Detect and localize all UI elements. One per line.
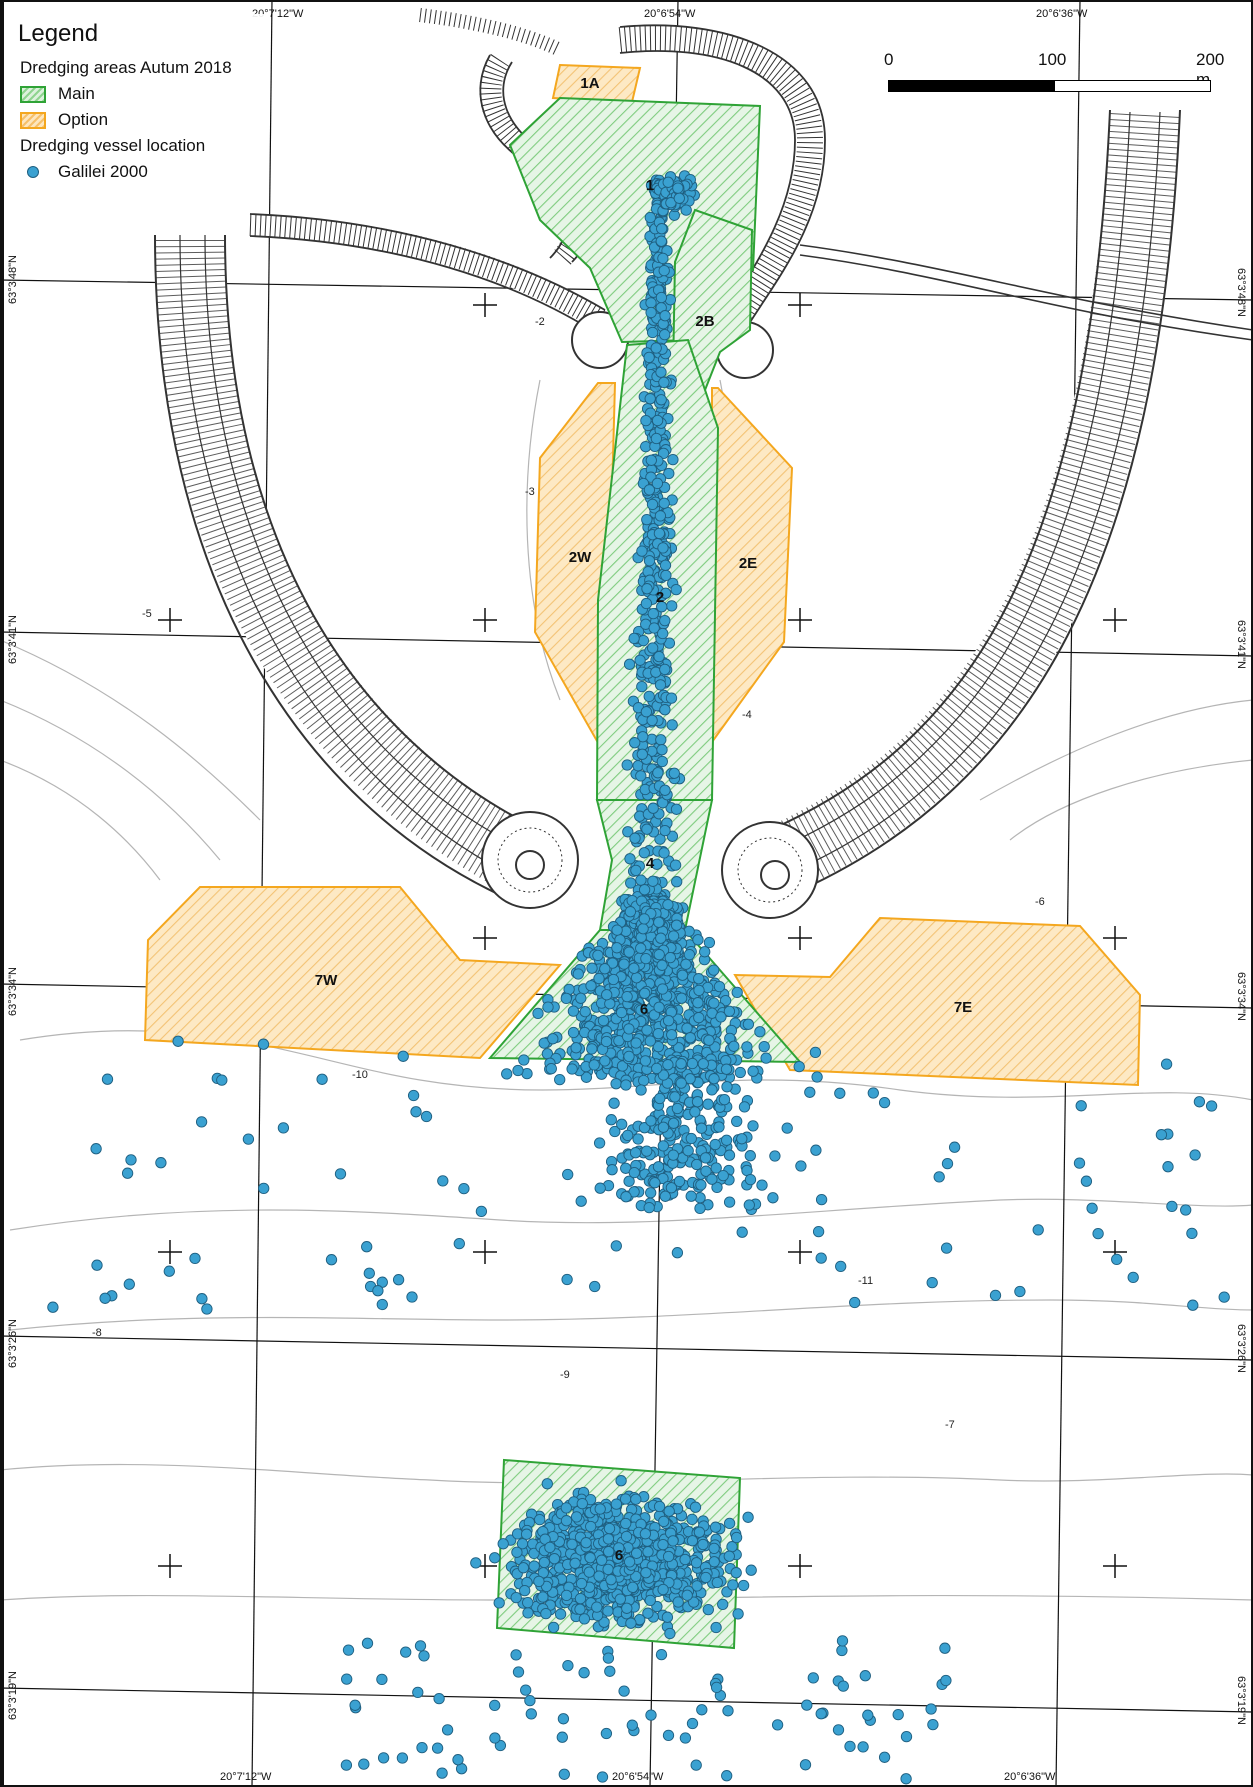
svg-text:63°3'26"N: 63°3'26"N bbox=[7, 1319, 19, 1368]
depth-labels: -2 -3 -4 -5 -6 -7 -8 -9 -10 -11 bbox=[92, 316, 1045, 1431]
label-7W: 7W bbox=[315, 972, 338, 989]
lon-top-3: 20°6'36"W bbox=[1036, 8, 1088, 20]
legend-title: Legend bbox=[18, 20, 99, 47]
label-4: 4 bbox=[646, 855, 655, 872]
svg-text:-11: -11 bbox=[858, 1275, 873, 1287]
scale-segment-black bbox=[888, 80, 1054, 92]
svg-text:63°3'34"N: 63°3'34"N bbox=[7, 967, 19, 1016]
area-7E bbox=[733, 916, 1142, 1087]
svg-text:63°3'26"N: 63°3'26"N bbox=[1235, 1324, 1247, 1373]
svg-text:-9: -9 bbox=[560, 1369, 570, 1381]
svg-text:-6: -6 bbox=[1035, 896, 1045, 908]
legend-panel: Legend Dredging areas Autum 2018 Main Op… bbox=[8, 14, 268, 188]
option-area-swatch bbox=[20, 111, 46, 129]
vessel-dot-icon bbox=[20, 164, 46, 181]
svg-text:-8: -8 bbox=[92, 1327, 102, 1339]
lon-bottom-2: 20°6'54"W bbox=[612, 1771, 664, 1783]
svg-text:63°3'48"N: 63°3'48"N bbox=[1235, 268, 1247, 317]
label-1A: 1A bbox=[580, 75, 599, 92]
legend-section-areas: Dredging areas Autum 2018 bbox=[20, 58, 232, 77]
label-6: 6 bbox=[640, 1001, 648, 1018]
label-2E: 2E bbox=[739, 555, 757, 572]
label-2B: 2B bbox=[695, 313, 714, 330]
main-area-swatch bbox=[20, 85, 46, 103]
svg-text:63°3'34"N: 63°3'34"N bbox=[1235, 972, 1247, 1021]
lon-bottom-1: 20°7'12"W bbox=[220, 1771, 272, 1783]
svg-text:63°3'48"N: 63°3'48"N bbox=[7, 255, 19, 304]
scale-segment-white bbox=[1054, 80, 1211, 92]
legend-row-main: Main bbox=[20, 84, 268, 104]
graticule-labels: 20°7'12"W 20°6'54"W 20°6'36"W 20°7'12"W … bbox=[7, 8, 1247, 1783]
lon-top-2: 20°6'54"W bbox=[644, 8, 696, 20]
legend-row-option: Option bbox=[20, 110, 268, 130]
label-2W: 2W bbox=[569, 549, 592, 566]
breakwaters bbox=[154, 8, 1253, 919]
label-2: 2 bbox=[656, 589, 664, 606]
lon-bottom-3: 20°6'36"W bbox=[1004, 1771, 1056, 1783]
legend-main-label: Main bbox=[58, 84, 95, 103]
scale-tick-100: 100 bbox=[1038, 50, 1067, 69]
svg-text:-10: -10 bbox=[352, 1069, 368, 1081]
vessel-positions bbox=[47, 170, 1230, 1785]
label-1: 1 bbox=[646, 177, 654, 194]
legend-row-vessel: Galilei 2000 bbox=[20, 162, 268, 182]
area-labels: 1A 1 2B 2W 2E 2 4 7W 6 7E 6 bbox=[315, 75, 972, 1564]
scale-bar: 0 100 200 m bbox=[884, 50, 1224, 96]
legend-vessel-label: Galilei 2000 bbox=[58, 162, 148, 181]
label-6-dump: 6 bbox=[615, 1547, 623, 1564]
svg-text:63°3'41"N: 63°3'41"N bbox=[1235, 620, 1247, 669]
svg-text:-5: -5 bbox=[142, 608, 152, 620]
area-2W bbox=[533, 382, 617, 759]
legend-option-label: Option bbox=[58, 110, 109, 129]
svg-text:-4: -4 bbox=[742, 709, 752, 721]
option-dredging-areas bbox=[143, 63, 1142, 1087]
area-2E bbox=[711, 387, 794, 746]
scale-tick-0: 0 bbox=[884, 50, 894, 69]
legend-section-vessel: Dredging vessel location bbox=[20, 136, 206, 155]
label-7E: 7E bbox=[954, 999, 972, 1016]
svg-text:-3: -3 bbox=[525, 486, 535, 498]
area-1 bbox=[508, 96, 762, 344]
svg-text:63°3'41"N: 63°3'41"N bbox=[7, 615, 19, 664]
area-7W bbox=[143, 886, 563, 1060]
svg-text:-7: -7 bbox=[945, 1419, 955, 1431]
svg-text:-2: -2 bbox=[535, 316, 545, 328]
svg-text:63°3'19"N: 63°3'19"N bbox=[1235, 1676, 1247, 1725]
svg-text:63°3'19"N: 63°3'19"N bbox=[7, 1671, 19, 1720]
